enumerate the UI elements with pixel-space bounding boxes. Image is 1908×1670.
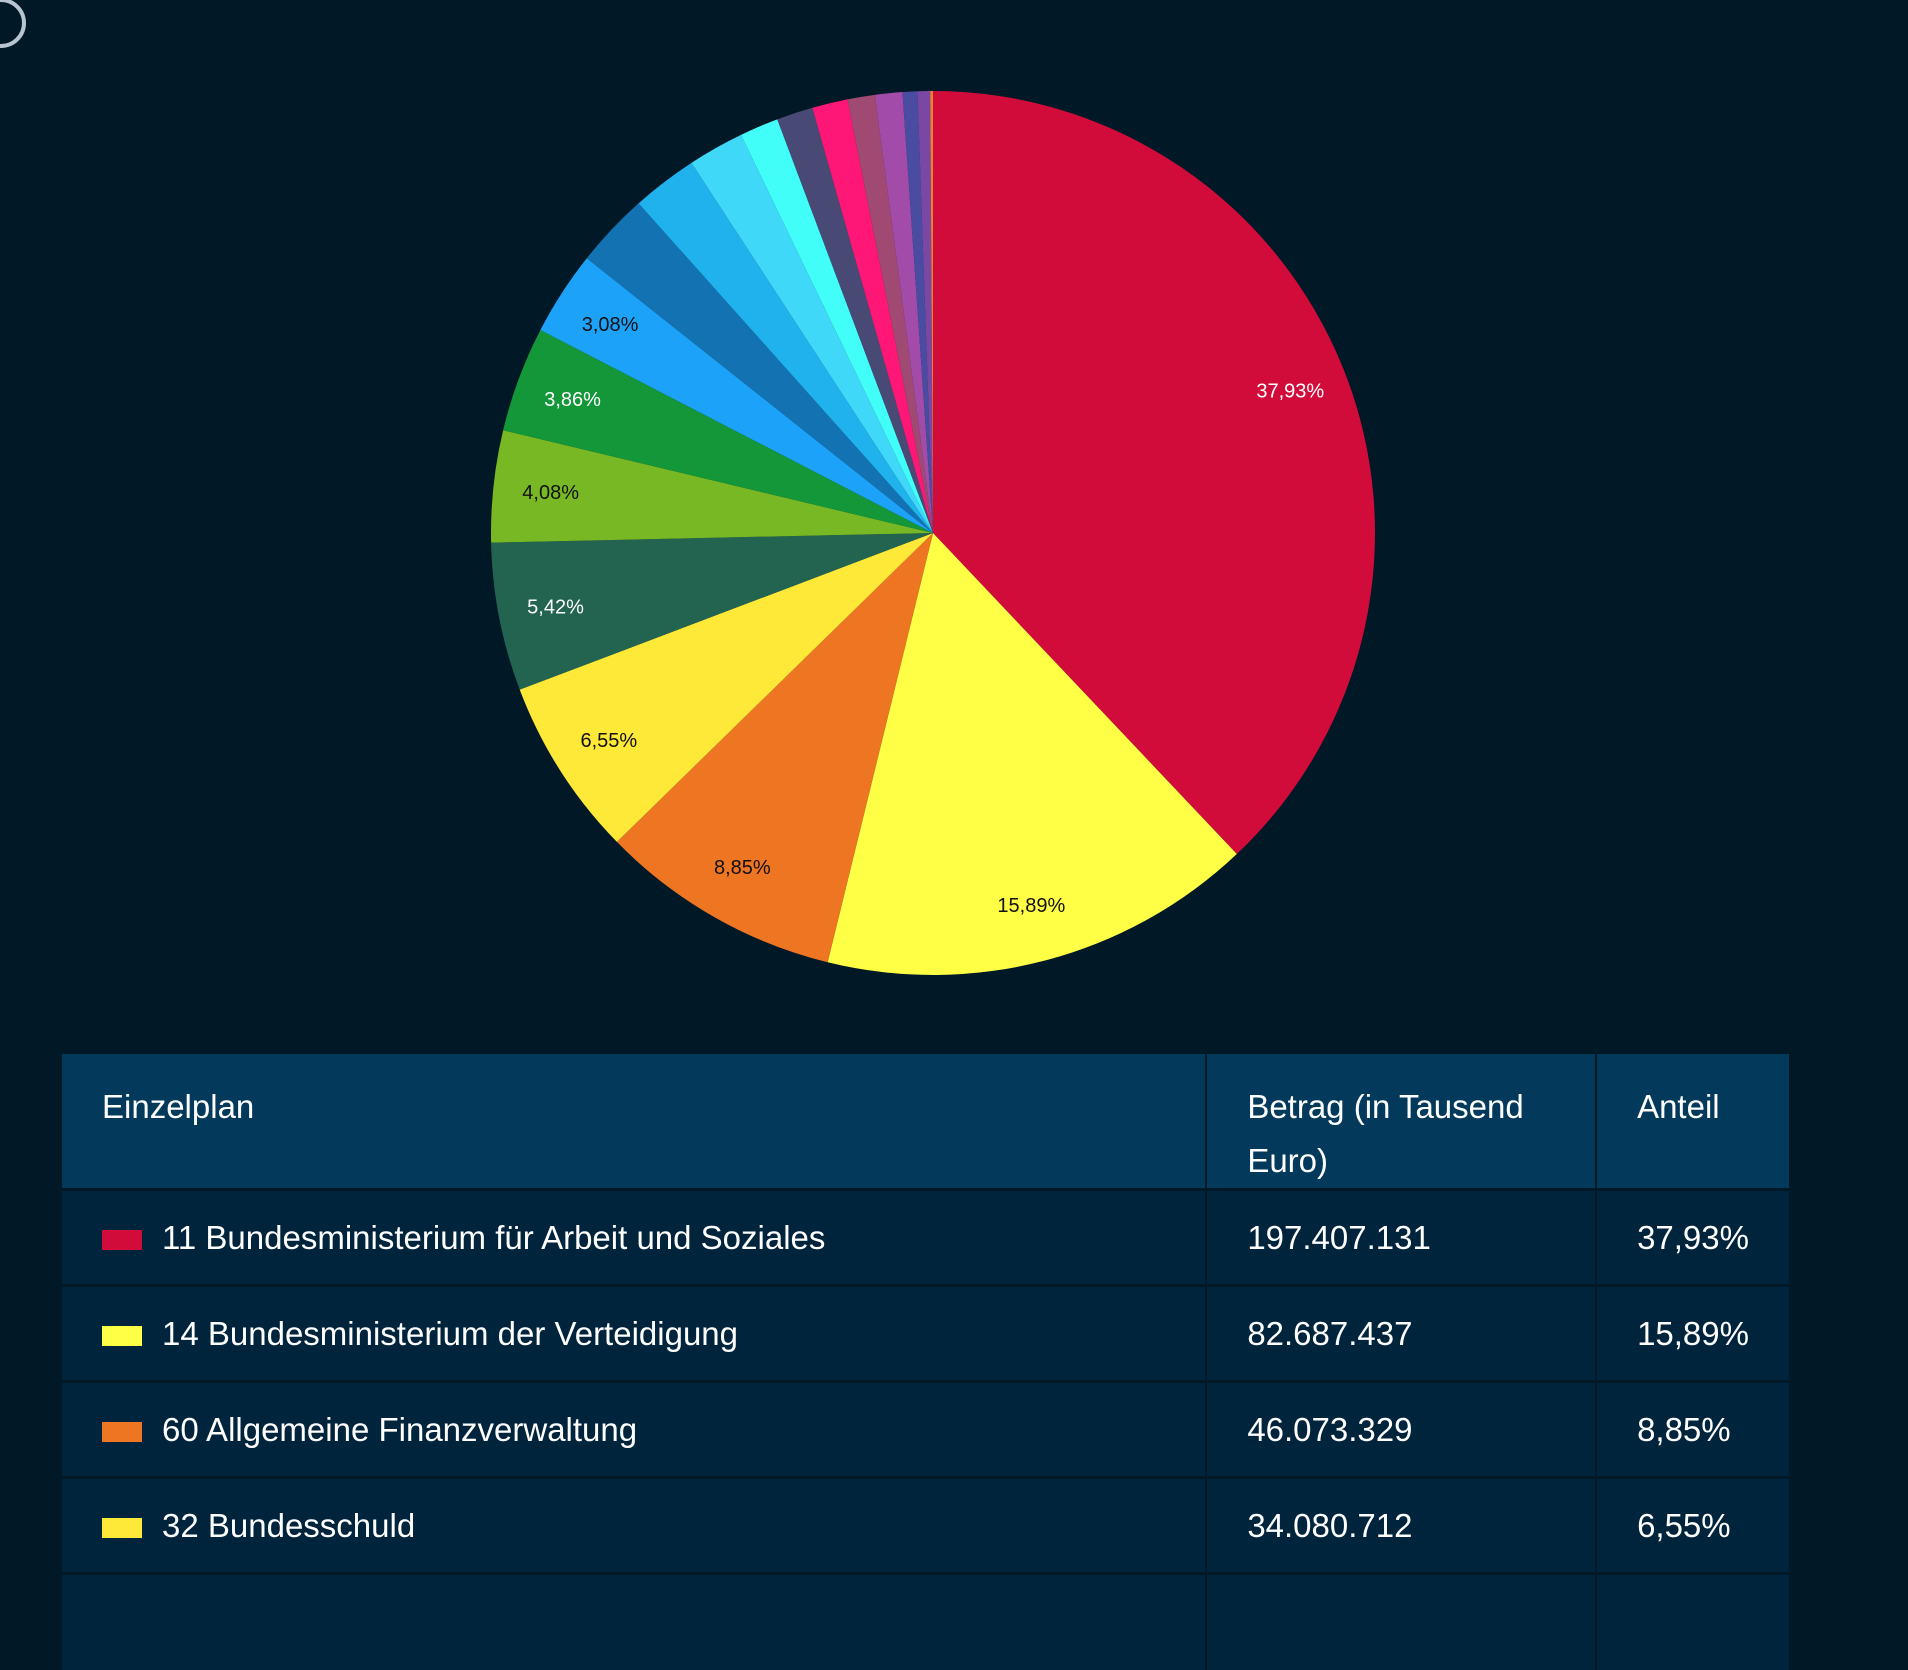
slice-label: 6,55% — [581, 730, 638, 752]
pie-slice[interactable] — [491, 533, 933, 690]
slice-label: 15,89% — [997, 895, 1065, 917]
row-amount: 34.080.712 — [1206, 1476, 1598, 1574]
pie-slice[interactable] — [902, 91, 933, 534]
row-name: 14 Bundesministerium der Verteidigung — [162, 1314, 739, 1352]
table-row: 14 Bundesministerium der Verteidigung 82… — [62, 1284, 1789, 1382]
slice-label: 8,85% — [714, 857, 771, 879]
row-amount: 46.073.329 — [1206, 1380, 1598, 1478]
header-einzelplan[interactable]: Einzelplan — [62, 1054, 1208, 1190]
header-betrag[interactable]: Betrag (in Tausend Euro) — [1206, 1054, 1598, 1190]
table-row — [62, 1572, 1789, 1670]
row-name-cell — [62, 1572, 1208, 1670]
pie-slice[interactable] — [930, 91, 933, 533]
pie-slice[interactable] — [741, 119, 933, 534]
slice-label: 3,86% — [544, 389, 601, 411]
slice-label: 37,93% — [1256, 381, 1324, 403]
pie-slice[interactable] — [638, 162, 933, 534]
row-share: 8,85% — [1596, 1380, 1789, 1478]
pie-slice[interactable] — [812, 99, 933, 533]
row-name-cell: 14 Bundesministerium der Verteidigung — [62, 1284, 1208, 1382]
row-name-cell: 32 Bundesschuld — [62, 1476, 1208, 1574]
pie-slice[interactable] — [519, 533, 933, 842]
table-row: 60 Allgemeine Finanzverwaltung 46.073.32… — [62, 1380, 1789, 1478]
pie-slice[interactable] — [933, 91, 1376, 855]
row-amount: 82.687.437 — [1206, 1284, 1598, 1382]
pie-slice[interactable] — [691, 134, 933, 533]
row-name-cell: 11 Bundesministerium für Arbeit und Sozi… — [62, 1188, 1208, 1286]
legend-swatch — [102, 1517, 142, 1538]
legend-swatch — [102, 1229, 142, 1250]
table-row: 32 Bundesschuld 34.080.712 6,55% — [62, 1476, 1789, 1574]
row-share: 15,89% — [1596, 1284, 1789, 1382]
row-name: 60 Allgemeine Finanzverwaltung — [162, 1410, 638, 1448]
slice-label: 5,42% — [527, 596, 584, 618]
pie-slice[interactable] — [847, 94, 933, 533]
row-name-cell: 60 Allgemeine Finanzverwaltung — [62, 1380, 1208, 1478]
budget-table: Einzelplan Betrag (in Tausend Euro) Ante… — [62, 1054, 1789, 1670]
row-share — [1596, 1572, 1789, 1670]
row-amount: 197.407.131 — [1206, 1188, 1598, 1286]
pie-chart: 37,93% 15,89% 8,85% 6,55% 5,42% 4,08% 3,86% 3,0… — [491, 91, 1376, 976]
legend-swatch — [102, 1325, 142, 1346]
slice-label: 4,08% — [522, 482, 579, 504]
pie-slice[interactable] — [917, 91, 933, 533]
pie-slice[interactable] — [827, 533, 1237, 976]
pie-slice[interactable] — [503, 329, 933, 533]
row-share: 6,55% — [1596, 1476, 1789, 1574]
row-name: 32 Bundesschuld — [162, 1506, 416, 1544]
pie-slice[interactable] — [616, 533, 933, 963]
table-row: 11 Bundesministerium für Arbeit und Sozi… — [62, 1188, 1789, 1286]
pie-slice[interactable] — [874, 92, 933, 533]
pie-slice[interactable] — [540, 258, 933, 533]
legend-swatch — [102, 1421, 142, 1442]
pie-slice[interactable] — [491, 430, 933, 543]
row-amount — [1206, 1572, 1598, 1670]
pie-slice[interactable] — [777, 107, 933, 534]
pie-slice[interactable] — [586, 203, 933, 533]
slice-label: 3,08% — [582, 314, 639, 336]
table-header-row: Einzelplan Betrag (in Tausend Euro) Ante… — [62, 1054, 1789, 1190]
row-share: 37,93% — [1596, 1188, 1789, 1286]
header-anteil[interactable]: Anteil — [1596, 1054, 1789, 1190]
row-name: 11 Bundesministerium für Arbeit und Sozi… — [162, 1218, 826, 1256]
